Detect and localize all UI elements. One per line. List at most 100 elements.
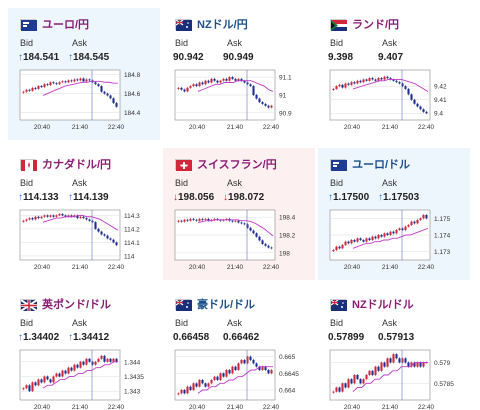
candle xyxy=(37,86,40,89)
mini-candle-chart[interactable]: 198.4 198.2 198 20:40 21:40 22:40 xyxy=(173,208,313,278)
y-tick-label: 9.4 xyxy=(434,111,443,118)
currency-pair-link[interactable]: ユーロ/ドル xyxy=(352,159,411,171)
x-tick-label: 21:40 xyxy=(72,404,89,410)
candle xyxy=(28,89,31,91)
candle xyxy=(186,386,189,394)
bid-price: 1.17500 xyxy=(333,192,370,203)
candle xyxy=(52,376,55,383)
candle xyxy=(204,80,207,85)
candle xyxy=(201,82,204,85)
candle xyxy=(189,86,192,88)
x-tick-label: 21:40 xyxy=(72,124,89,131)
candle xyxy=(25,89,28,92)
candle xyxy=(67,215,70,217)
candle xyxy=(255,363,258,367)
candle xyxy=(25,385,28,389)
candle xyxy=(103,355,106,362)
currency-pair-link[interactable]: 英ポンド/ドル xyxy=(42,299,112,311)
za-flag-icon xyxy=(330,18,347,31)
candle xyxy=(82,78,85,82)
candle xyxy=(183,89,186,92)
candle xyxy=(216,376,219,380)
candle xyxy=(371,236,374,240)
candle xyxy=(180,220,183,222)
candle xyxy=(43,215,46,217)
candle xyxy=(362,79,365,83)
candle xyxy=(204,383,207,387)
mini-candle-chart[interactable]: 0.665 0.6645 0.664 20:40 21:40 22:40 xyxy=(173,348,313,410)
candle xyxy=(377,78,380,81)
candle xyxy=(82,361,85,365)
rate-card[interactable]: ランド/円 Bid Ask 9.398 9.407 9.42 9.41 9.4 20:40 21:… xyxy=(318,8,470,140)
currency-pair-link[interactable]: スイスフラン/円 xyxy=(197,159,277,171)
candle xyxy=(183,390,186,394)
rate-card[interactable]: 英ポンド/ドル Bid Ask ↑1.34402 ↑1.34412 1.344 1.3435… xyxy=(8,288,160,410)
rate-card[interactable]: NZドル/円 Bid Ask 90.942 90.949 91.1 91 90.9 20:40 2… xyxy=(163,8,315,140)
mini-candle-chart[interactable]: 114.3 114.2 114.1 114 20:40 21:40 22:40 xyxy=(18,208,158,278)
ask-price: 0.57913 xyxy=(378,332,415,343)
candle xyxy=(34,216,37,220)
candle xyxy=(410,362,413,367)
rate-card[interactable]: NZドル/ドル Bid Ask 0.57899 0.57913 0.579 0.5785 20… xyxy=(318,288,470,410)
candle xyxy=(419,106,422,110)
x-tick-label: 21:40 xyxy=(227,404,244,410)
mini-candle-chart[interactable]: 91.1 91 90.9 20:40 21:40 22:40 xyxy=(173,68,313,138)
bid-price: 90.942 xyxy=(173,52,204,63)
candle xyxy=(43,84,46,87)
candle xyxy=(88,358,91,362)
candle xyxy=(347,241,350,244)
rate-card[interactable]: カナダドル/円 Bid Ask ↑114.133 ↑114.139 114.3 114.2 1… xyxy=(8,148,160,280)
bid-label: Bid xyxy=(20,318,34,328)
y-tick-label: 184.8 xyxy=(124,72,141,79)
candle xyxy=(58,214,61,216)
x-tick-label: 21:40 xyxy=(382,404,399,410)
chart-frame xyxy=(329,349,431,401)
mini-candle-chart[interactable]: 0.579 0.5785 20:40 21:40 22:40 xyxy=(328,348,468,410)
candle xyxy=(359,80,362,83)
chart-frame xyxy=(19,209,121,261)
ask-arrow-icon: ↑ xyxy=(68,332,73,343)
bid-value: ↑1.34402 xyxy=(18,332,59,343)
currency-pair-link[interactable]: ランド/円 xyxy=(352,19,400,31)
rate-card[interactable]: スイスフラン/円 Bid Ask ↓198.056 ↓198.072 198.4 198.2… xyxy=(163,148,315,280)
candle xyxy=(425,111,428,114)
candle xyxy=(422,362,425,367)
rate-card[interactable]: ユーロ/円 Bid Ask ↑184.541 ↑184.545 184.8 184.6 184… xyxy=(8,8,160,140)
bid-label: Bid xyxy=(20,38,34,48)
mini-candle-chart[interactable]: 9.42 9.41 9.4 20:40 21:40 22:40 xyxy=(328,68,468,138)
candle xyxy=(177,87,180,89)
candle xyxy=(419,218,422,220)
bid-price: 0.57899 xyxy=(328,332,365,343)
mini-candle-chart[interactable]: 1.175 1.174 1.173 20:40 21:40 22:40 xyxy=(328,208,468,278)
candle xyxy=(380,235,383,237)
mini-candle-chart[interactable]: 184.8 184.6 184.4 20:40 21:40 22:40 xyxy=(18,68,158,138)
candle xyxy=(365,79,368,81)
candle xyxy=(359,238,362,240)
moving-average-line xyxy=(197,219,274,237)
candle xyxy=(210,78,213,83)
currency-pair-link[interactable]: NZドル/ドル xyxy=(352,299,414,311)
currency-pair-link[interactable]: カナダドル/円 xyxy=(42,159,112,171)
ask-value: ↑1.17503 xyxy=(378,192,419,203)
candle xyxy=(79,78,82,81)
currency-pair-link[interactable]: 豪ドル/ドル xyxy=(197,299,256,311)
rate-card[interactable]: ユーロ/ドル Bid Ask ↑1.17500 ↑1.17503 1.175 1.174 1.… xyxy=(318,148,470,280)
candle xyxy=(88,219,91,221)
candle xyxy=(195,383,198,387)
bid-arrow-icon: ↑ xyxy=(18,192,23,203)
moving-average-line xyxy=(352,362,428,392)
candle xyxy=(386,76,389,79)
mini-candle-chart[interactable]: 1.344 1.3435 1.343 20:40 21:40 22:40 xyxy=(18,348,158,410)
ask-label: Ask xyxy=(72,178,88,188)
candle xyxy=(264,103,267,106)
rate-card[interactable]: 豪ドル/ドル Bid Ask 0.66458 0.66462 0.665 0.6645 0.6… xyxy=(163,288,315,410)
currency-pair-link[interactable]: ユーロ/円 xyxy=(42,19,90,31)
y-tick-label: 114 xyxy=(124,253,135,260)
ask-label: Ask xyxy=(382,178,398,188)
candle xyxy=(112,239,115,243)
currency-pair-link[interactable]: NZドル/円 xyxy=(197,19,248,31)
candle xyxy=(401,228,404,230)
bid-value: 0.66458 xyxy=(173,332,209,343)
candle xyxy=(252,360,255,364)
